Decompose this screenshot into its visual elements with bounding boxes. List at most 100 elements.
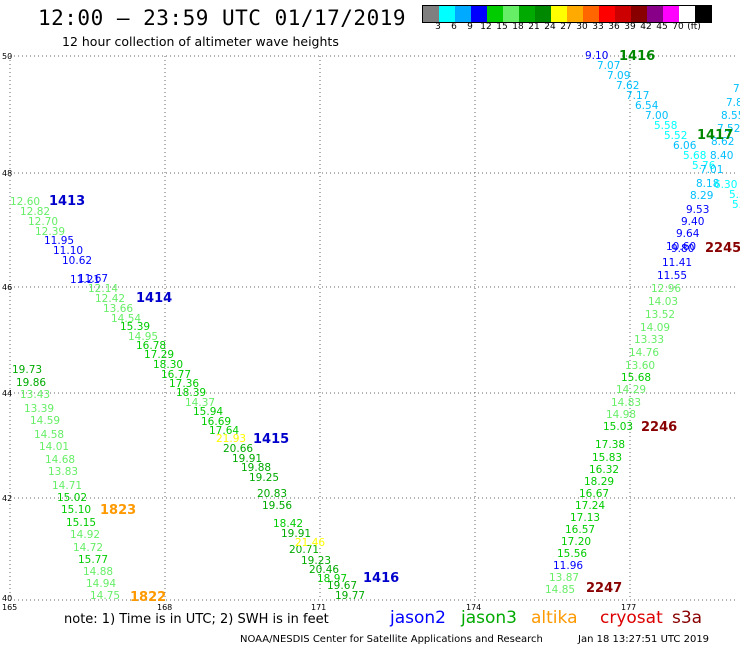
legend-label: 24 — [544, 22, 556, 32]
legend-label: 36 — [608, 22, 620, 32]
wave-height-value: 9.40 — [681, 216, 704, 228]
wave-height-value: 19.25 — [249, 472, 279, 484]
wave-height-value: 16.78 — [136, 340, 166, 352]
wave-height-value: 11.55 — [657, 270, 687, 282]
legend-label: 33 — [592, 22, 604, 32]
wave-height-value: 9.10 — [585, 50, 608, 62]
wave-height-value: 6.30 — [714, 179, 737, 191]
latitude-label: 42 — [2, 494, 12, 503]
longitude-label: 168 — [157, 603, 172, 612]
legend-swatch — [551, 6, 567, 22]
wave-height-points: 9.107.077.097.627.176.547.005.585.526.06… — [0, 0, 740, 602]
footer-timestamp: Jan 18 13:27:51 UTC 2019 — [578, 634, 710, 645]
wave-height-value: 12.96 — [651, 283, 681, 295]
wave-height-value: 9.80 — [671, 243, 694, 255]
wave-height-value: 7.8 — [726, 97, 740, 109]
pass-number-label: 1416 — [363, 571, 399, 586]
legend-swatch — [583, 6, 599, 22]
wave-height-value: 14.29 — [616, 384, 646, 396]
wave-height-value: 14.94 — [86, 578, 116, 590]
wave-height-value: 19.23 — [301, 555, 331, 567]
latitude-label: 40 — [2, 594, 12, 603]
satellite-legend-altika: altika — [531, 608, 578, 628]
wave-height-value: 13.83 — [48, 466, 78, 478]
wave-height-value: 15.77 — [78, 554, 108, 566]
wave-height-value: 11.67 — [78, 273, 108, 285]
wave-height-value: 20.83 — [257, 488, 287, 500]
wave-height-value: 14.92 — [70, 529, 100, 541]
wave-height-value: 13.39 — [24, 403, 54, 415]
footer-note: note: 1) Time is in UTC; 2) SWH is in fe… — [64, 612, 329, 627]
legend-label: 18 — [512, 22, 524, 32]
wave-height-value: 19.67 — [327, 580, 357, 592]
legend-label: 30 — [576, 22, 588, 32]
wave-height-value: 17.29 — [144, 349, 174, 361]
wave-height-value: 14.98 — [606, 409, 636, 421]
legend-swatch — [503, 6, 519, 22]
wave-height-value: 15.10 — [61, 504, 91, 516]
wave-height-value: 5.68 — [683, 150, 706, 162]
wave-height-value: 14.37 — [185, 397, 215, 409]
wave-height-value: 19.91 — [281, 528, 311, 540]
wave-height-value: 8.29 — [690, 190, 713, 202]
legend-label: 27 — [560, 22, 572, 32]
pass-labels: 1416 1417 2245 1413 1414 1415 1416 2246 2247 1823… — [49, 49, 740, 605]
wave-height-value: 16.69 — [201, 416, 231, 428]
wave-height-value: 17.36 — [169, 378, 199, 390]
wave-height-value: 11.10 — [53, 245, 83, 257]
wave-height-value: 18.42 — [273, 518, 303, 530]
legend-label: 42 — [640, 22, 652, 32]
wave-height-value: 13.87 — [549, 572, 579, 584]
wave-height-value: 12.82 — [20, 206, 50, 218]
wave-height-value: 14.76 — [629, 347, 659, 359]
pass-number-label: 1413 — [49, 194, 85, 209]
pass-number-label: 1415 — [253, 432, 289, 447]
wave-height-value: 19.88 — [241, 462, 271, 474]
latitude-label: 50 — [2, 52, 12, 61]
wave-height-value: 14.09 — [640, 322, 670, 334]
color-scale-bar — [422, 5, 712, 23]
wave-height-value: 7.17 — [626, 90, 649, 102]
wave-height-value: 7.09 — [607, 70, 630, 82]
wave-height-value: 19.73 — [12, 364, 42, 376]
wave-height-value: 6.06 — [673, 140, 697, 152]
wave-height-value: 17.64 — [209, 425, 239, 437]
longitude-label: 171 — [311, 603, 326, 612]
wave-height-value: 18.29 — [584, 476, 614, 488]
wave-height-value: 9.53 — [686, 204, 709, 216]
legend-swatch — [567, 6, 583, 22]
wave-height-value: 5. — [732, 199, 740, 211]
legend-swatch — [615, 6, 631, 22]
latitude-axis: 50 48 46 44 42 40 — [2, 52, 12, 603]
wave-height-value: 8.62 — [711, 136, 734, 148]
wave-height-value: 11.21 — [70, 274, 100, 286]
legend-swatch — [631, 6, 647, 22]
legend-swatch — [487, 6, 503, 22]
satellite-legend-cryosat: cryosat — [600, 608, 663, 628]
wave-height-value: 20.46 — [309, 564, 339, 576]
latitude-label: 48 — [2, 169, 12, 178]
satellite-legend-jason2: jason2 — [390, 608, 446, 628]
wave-height-value: 14.72 — [73, 542, 103, 554]
wave-height-value: 6.54 — [635, 100, 659, 112]
wave-height-value: 21.93 — [216, 433, 246, 445]
wave-height-value: 19.56 — [262, 500, 292, 512]
pass-number-label: 1414 — [136, 291, 172, 306]
latitude-label: 44 — [2, 389, 12, 398]
wave-height-value: 15.94 — [193, 406, 223, 418]
wave-height-value: 12.42 — [95, 293, 125, 305]
legend-swatch — [679, 6, 695, 22]
wave-height-value: 7.07 — [597, 60, 620, 72]
wave-height-value: 15.02 — [0, 0, 30, 3]
wave-height-value: 7.62 — [616, 80, 639, 92]
wave-height-value: 13.43 — [20, 389, 50, 401]
wave-height-value: 17.38 — [595, 439, 625, 451]
pass-number-label: 1823 — [100, 503, 136, 518]
longitude-axis: 165 168 171 174 177 — [2, 603, 636, 612]
wave-height-value: 5.52 — [664, 130, 687, 142]
wave-height-value: 5.58 — [654, 120, 677, 132]
satellite-legend-s3a: s3a — [672, 608, 703, 628]
wave-height-value: 15.83 — [592, 452, 622, 464]
wave-height-value: 14.54 — [111, 313, 141, 325]
wave-height-value: 14.03 — [648, 296, 678, 308]
